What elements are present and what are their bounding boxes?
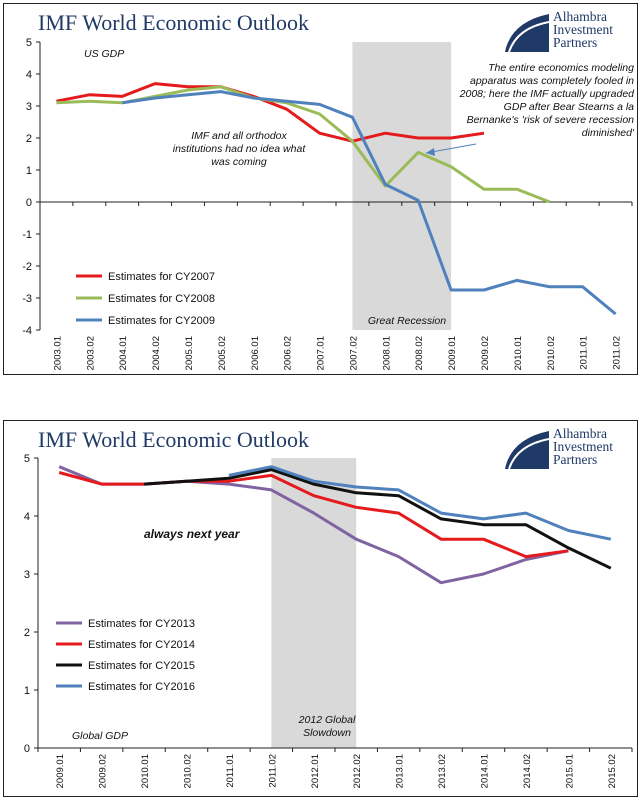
region-label: Global GDP (72, 730, 129, 742)
x-tick-label: 2010.01 (140, 754, 151, 788)
legend-label: Estimates for CY2014 (88, 639, 195, 651)
x-tick-label: 2003.02 (85, 336, 96, 370)
chart-title: IMF World Economic Outlook (38, 10, 309, 35)
x-tick-label: 2009.02 (98, 754, 109, 788)
annotation-left: IMF and all orthodox institutions had no… (172, 130, 306, 168)
line-chart-global-gdp: 0 1 2 3 4 5 2009.01 2009.02 2010.01 2010.02 2011.0… (24, 453, 633, 788)
y-tick-label: 1 (26, 165, 32, 177)
legend-label: Estimates for CY2007 (108, 271, 215, 283)
y-tick-label: 3 (26, 101, 32, 113)
logo-mark-icon (505, 425, 549, 469)
logo-line: Investment (553, 22, 613, 37)
x-tick-label: 2011.02 (612, 336, 623, 370)
y-tick-label: 4 (24, 511, 30, 523)
x-tick-label: 2010.02 (183, 754, 194, 788)
y-tick-label: 2 (24, 627, 30, 639)
region-label: US GDP (84, 48, 125, 60)
logo-line: Investment (553, 439, 613, 454)
logo-mark-icon (505, 8, 549, 52)
shaded-region (271, 458, 357, 748)
legend-label: Estimates for CY2013 (88, 618, 195, 630)
logo: Alhambra Investment Partners (505, 8, 625, 54)
y-tick-label: 1 (24, 685, 30, 697)
logo-line: Partners (553, 35, 598, 50)
x-tick-label: 2014.01 (480, 754, 491, 788)
series-line (121, 90, 617, 316)
x-tick-label: 2015.02 (607, 754, 618, 788)
x-tick-label: 2009.01 (55, 754, 66, 788)
x-tick-label: 2013.01 (395, 754, 406, 788)
logo-text: Alhambra Investment Partners (553, 9, 613, 50)
x-tick-label: 2012.02 (352, 754, 363, 788)
line-chart-us-gdp: -4 -3 -2 -1 0 1 2 3 4 5 2003.01 2003.02 2004.01 2004.… (22, 37, 633, 370)
x-tick-label: 2009.01 (447, 336, 458, 370)
x-tick-label: 2011.01 (579, 336, 590, 370)
x-tick-label: 2013.02 (437, 754, 448, 788)
series-line (56, 82, 485, 143)
chart-panel-us-gdp: IMF World Economic Outlook Alhambra Inve… (3, 3, 638, 375)
x-tick-label: 2015.01 (564, 754, 575, 788)
y-tick-label: -4 (22, 325, 32, 337)
x-tick-label: 2004.01 (118, 336, 129, 370)
annotation-right: The entire economics modeling apparatus … (459, 62, 634, 139)
logo: Alhambra Investment Partners (505, 425, 625, 471)
y-tick-label: 3 (24, 569, 30, 581)
y-tick-label: -2 (22, 261, 32, 273)
series-line (58, 471, 569, 559)
x-tick-label: 2014.02 (522, 754, 533, 788)
x-tick-label: 2005.02 (217, 336, 228, 370)
logo-line: Partners (553, 452, 598, 467)
y-tick-label: 5 (26, 37, 32, 49)
legend-label: Estimates for CY2016 (88, 681, 195, 693)
x-tick-label: 2005.01 (184, 336, 195, 370)
x-tick-label: 2007.02 (348, 336, 359, 370)
logo-line: Alhambra (553, 9, 607, 24)
x-tick-label: 2011.01 (225, 754, 236, 788)
legend-label: Estimates for CY2015 (88, 660, 195, 672)
y-tick-label: 5 (24, 453, 30, 465)
x-tick-label: 2012.01 (310, 754, 321, 788)
x-tick-label: 2006.02 (283, 336, 294, 370)
series-line (228, 465, 612, 541)
x-tick-label: 2010.01 (513, 336, 524, 370)
logo-text: Alhambra Investment Partners (553, 426, 613, 467)
annotation-center: always next year (144, 527, 240, 541)
x-tick-label: 2010.02 (546, 336, 557, 370)
logo-line: Alhambra (553, 426, 607, 441)
y-tick-label: 4 (26, 69, 32, 81)
y-tick-label: -1 (22, 229, 32, 241)
x-tick-label: 2003.01 (52, 336, 63, 370)
y-tick-label: 0 (24, 743, 30, 755)
x-tick-label: 2009.02 (480, 336, 491, 370)
x-tick-label: 2004.02 (151, 336, 162, 370)
x-tick-label: 2007.01 (316, 336, 327, 370)
arrowhead-icon (426, 148, 435, 156)
chart-panel-global-gdp: IMF World Economic Outlook Alhambra Inve… (3, 420, 638, 797)
y-tick-label: 0 (26, 197, 32, 209)
shade-label: 2012 Global Slowdown (298, 714, 356, 739)
y-tick-label: 2 (26, 133, 32, 145)
shade-label: Great Recession (367, 315, 447, 327)
legend-label: Estimates for CY2009 (108, 315, 215, 327)
y-tick-label: -3 (22, 293, 32, 305)
x-tick-label: 2011.02 (267, 754, 278, 788)
x-tick-label: 2008.01 (381, 336, 392, 370)
chart-title: IMF World Economic Outlook (38, 427, 309, 452)
series-line (143, 468, 612, 570)
x-tick-label: 2006.01 (250, 336, 261, 370)
x-tick-label: 2008.02 (414, 336, 425, 370)
shaded-region (352, 42, 452, 330)
legend-label: Estimates for CY2008 (108, 293, 215, 305)
